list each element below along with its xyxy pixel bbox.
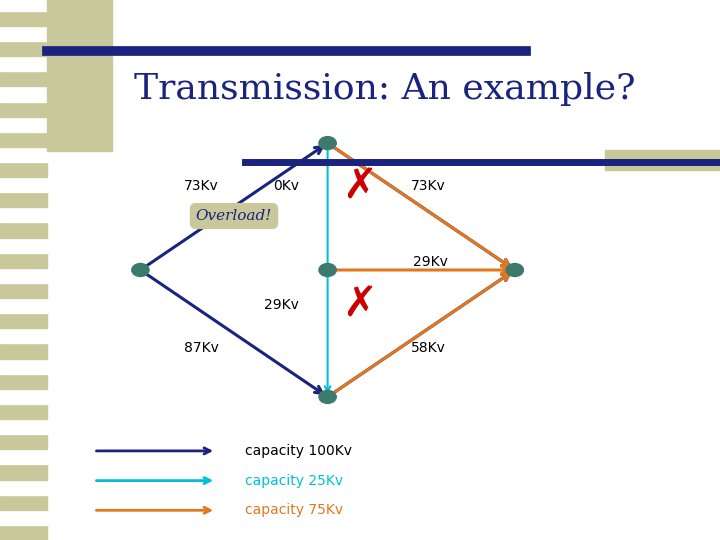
Text: 58Kv: 58Kv: [411, 341, 446, 355]
Bar: [0, 343, 47, 359]
Bar: [0, 147, 47, 162]
Bar: [0, 177, 47, 192]
Text: 73Kv: 73Kv: [411, 179, 446, 193]
Bar: [0, 102, 47, 117]
Circle shape: [319, 390, 336, 403]
Circle shape: [319, 264, 336, 276]
Text: ✗: ✗: [343, 284, 377, 326]
Bar: [0, 117, 47, 132]
Text: Transmission: An example?: Transmission: An example?: [135, 72, 636, 106]
Text: ✗: ✗: [343, 165, 377, 207]
Bar: [0, 71, 47, 86]
Text: capacity 100Kv: capacity 100Kv: [245, 444, 352, 458]
Bar: [0, 525, 47, 540]
Bar: [0, 374, 47, 389]
Circle shape: [506, 264, 523, 276]
Bar: [0, 434, 47, 449]
Bar: [0, 56, 47, 71]
Bar: [0, 328, 47, 343]
Bar: [0, 313, 47, 328]
Bar: [0, 268, 47, 283]
Text: 87Kv: 87Kv: [184, 341, 219, 355]
Bar: [0, 207, 47, 222]
Text: 0Kv: 0Kv: [273, 179, 299, 193]
Bar: [47, 0, 112, 151]
Bar: [0, 132, 47, 147]
Bar: [0, 41, 47, 56]
Text: capacity 25Kv: capacity 25Kv: [245, 474, 343, 488]
Bar: [0, 238, 47, 253]
Text: Overload!: Overload!: [196, 209, 272, 223]
Text: 29Kv: 29Kv: [413, 255, 448, 269]
Bar: [0, 464, 47, 480]
Bar: [605, 150, 720, 170]
Bar: [0, 449, 47, 464]
Bar: [0, 298, 47, 313]
Bar: [0, 162, 47, 177]
Text: capacity 75Kv: capacity 75Kv: [245, 503, 343, 517]
Bar: [0, 0, 47, 11]
Bar: [0, 359, 47, 374]
Bar: [0, 11, 47, 26]
Bar: [0, 404, 47, 419]
Text: 73Kv: 73Kv: [184, 179, 219, 193]
Bar: [0, 253, 47, 268]
Bar: [0, 389, 47, 404]
Bar: [0, 192, 47, 207]
Bar: [0, 495, 47, 510]
Bar: [0, 283, 47, 298]
Bar: [0, 222, 47, 238]
Circle shape: [132, 264, 149, 276]
Text: 29Kv: 29Kv: [264, 298, 299, 312]
Bar: [0, 419, 47, 434]
Bar: [0, 26, 47, 41]
Bar: [0, 480, 47, 495]
Bar: [0, 86, 47, 102]
Circle shape: [319, 137, 336, 150]
Bar: [0, 510, 47, 525]
